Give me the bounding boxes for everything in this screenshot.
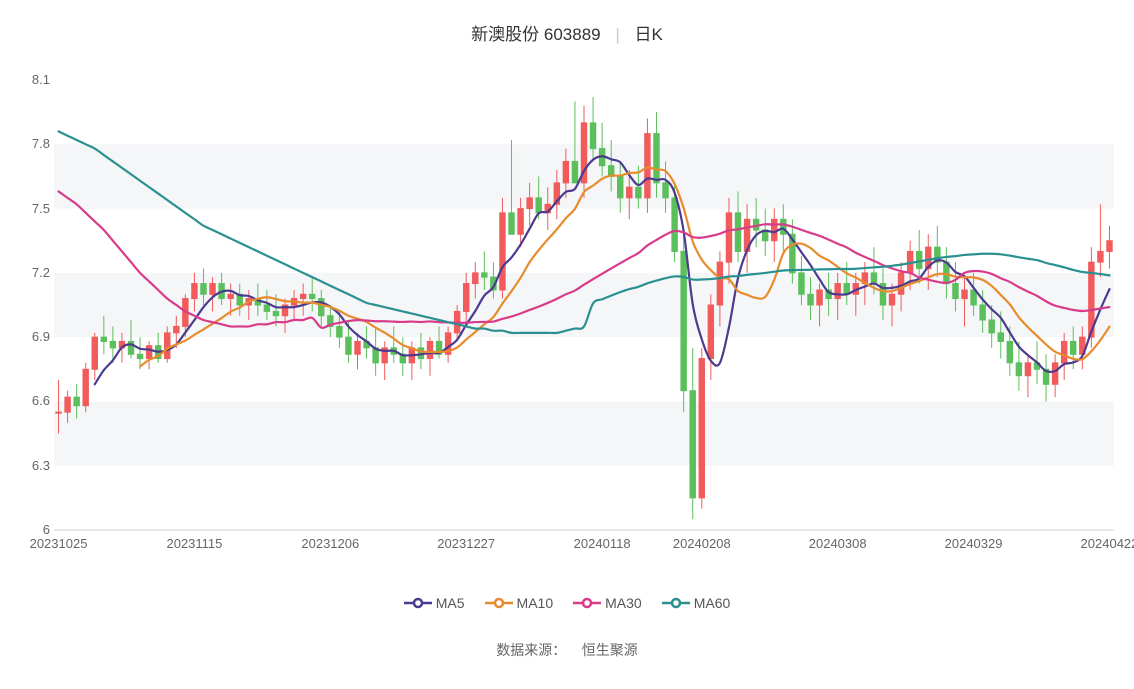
x-axis-tick-label: 20240329: [945, 536, 1003, 551]
x-axis-tick-label: 20240208: [673, 536, 731, 551]
legend-item: MA30: [573, 595, 642, 611]
legend-label: MA30: [605, 595, 642, 611]
y-axis-tick-label: 6.6: [4, 393, 50, 408]
x-axis-tick-label: 20231206: [301, 536, 359, 551]
x-axis-tick-label: 20240308: [809, 536, 867, 551]
y-axis-tick-label: 6.3: [4, 458, 50, 473]
legend-marker-icon: [662, 596, 690, 610]
legend-marker-icon: [573, 596, 601, 610]
legend-item: MA60: [662, 595, 731, 611]
stock-code: 603889: [544, 25, 601, 44]
x-axis-tick-label: 20231025: [30, 536, 88, 551]
y-axis-tick-label: 8.1: [4, 72, 50, 87]
legend-item: MA10: [485, 595, 554, 611]
legend-label: MA5: [436, 595, 465, 611]
chart-title: 新澳股份 603889 | 日K: [0, 0, 1134, 45]
legend-item: MA5: [404, 595, 465, 611]
legend-marker-icon: [485, 596, 513, 610]
stock-name: 新澳股份: [471, 25, 539, 44]
x-axis-tick-label: 20240422: [1081, 536, 1134, 551]
source-prefix: 数据来源：: [496, 642, 566, 658]
y-axis-tick-label: 6.9: [4, 329, 50, 344]
title-separator: |: [615, 25, 619, 44]
x-axis-tick-label: 20231115: [166, 536, 222, 551]
y-axis-tick-label: 6: [4, 522, 50, 537]
x-axis-tick-label: 20231227: [437, 536, 495, 551]
chart-type-label: 日K: [635, 25, 663, 44]
x-axis-tick-label: 20240118: [574, 536, 631, 551]
legend-label: MA10: [517, 595, 554, 611]
y-axis-tick-label: 7.5: [4, 201, 50, 216]
legend-label: MA60: [694, 595, 731, 611]
legend-marker-icon: [404, 596, 432, 610]
legend: MA5 MA10 MA30 MA60: [0, 595, 1134, 613]
y-axis-tick-label: 7.2: [4, 265, 50, 280]
data-source: 数据来源： 恒生聚源: [0, 640, 1134, 660]
chart-svg: [54, 70, 1120, 560]
chart-plot-area: [54, 70, 1120, 560]
y-axis-tick-label: 7.8: [4, 136, 50, 151]
source-name: 恒生聚源: [582, 642, 638, 658]
chart-container: 新澳股份 603889 | 日K 66.36.66.97.27.57.88.1 …: [0, 0, 1134, 689]
